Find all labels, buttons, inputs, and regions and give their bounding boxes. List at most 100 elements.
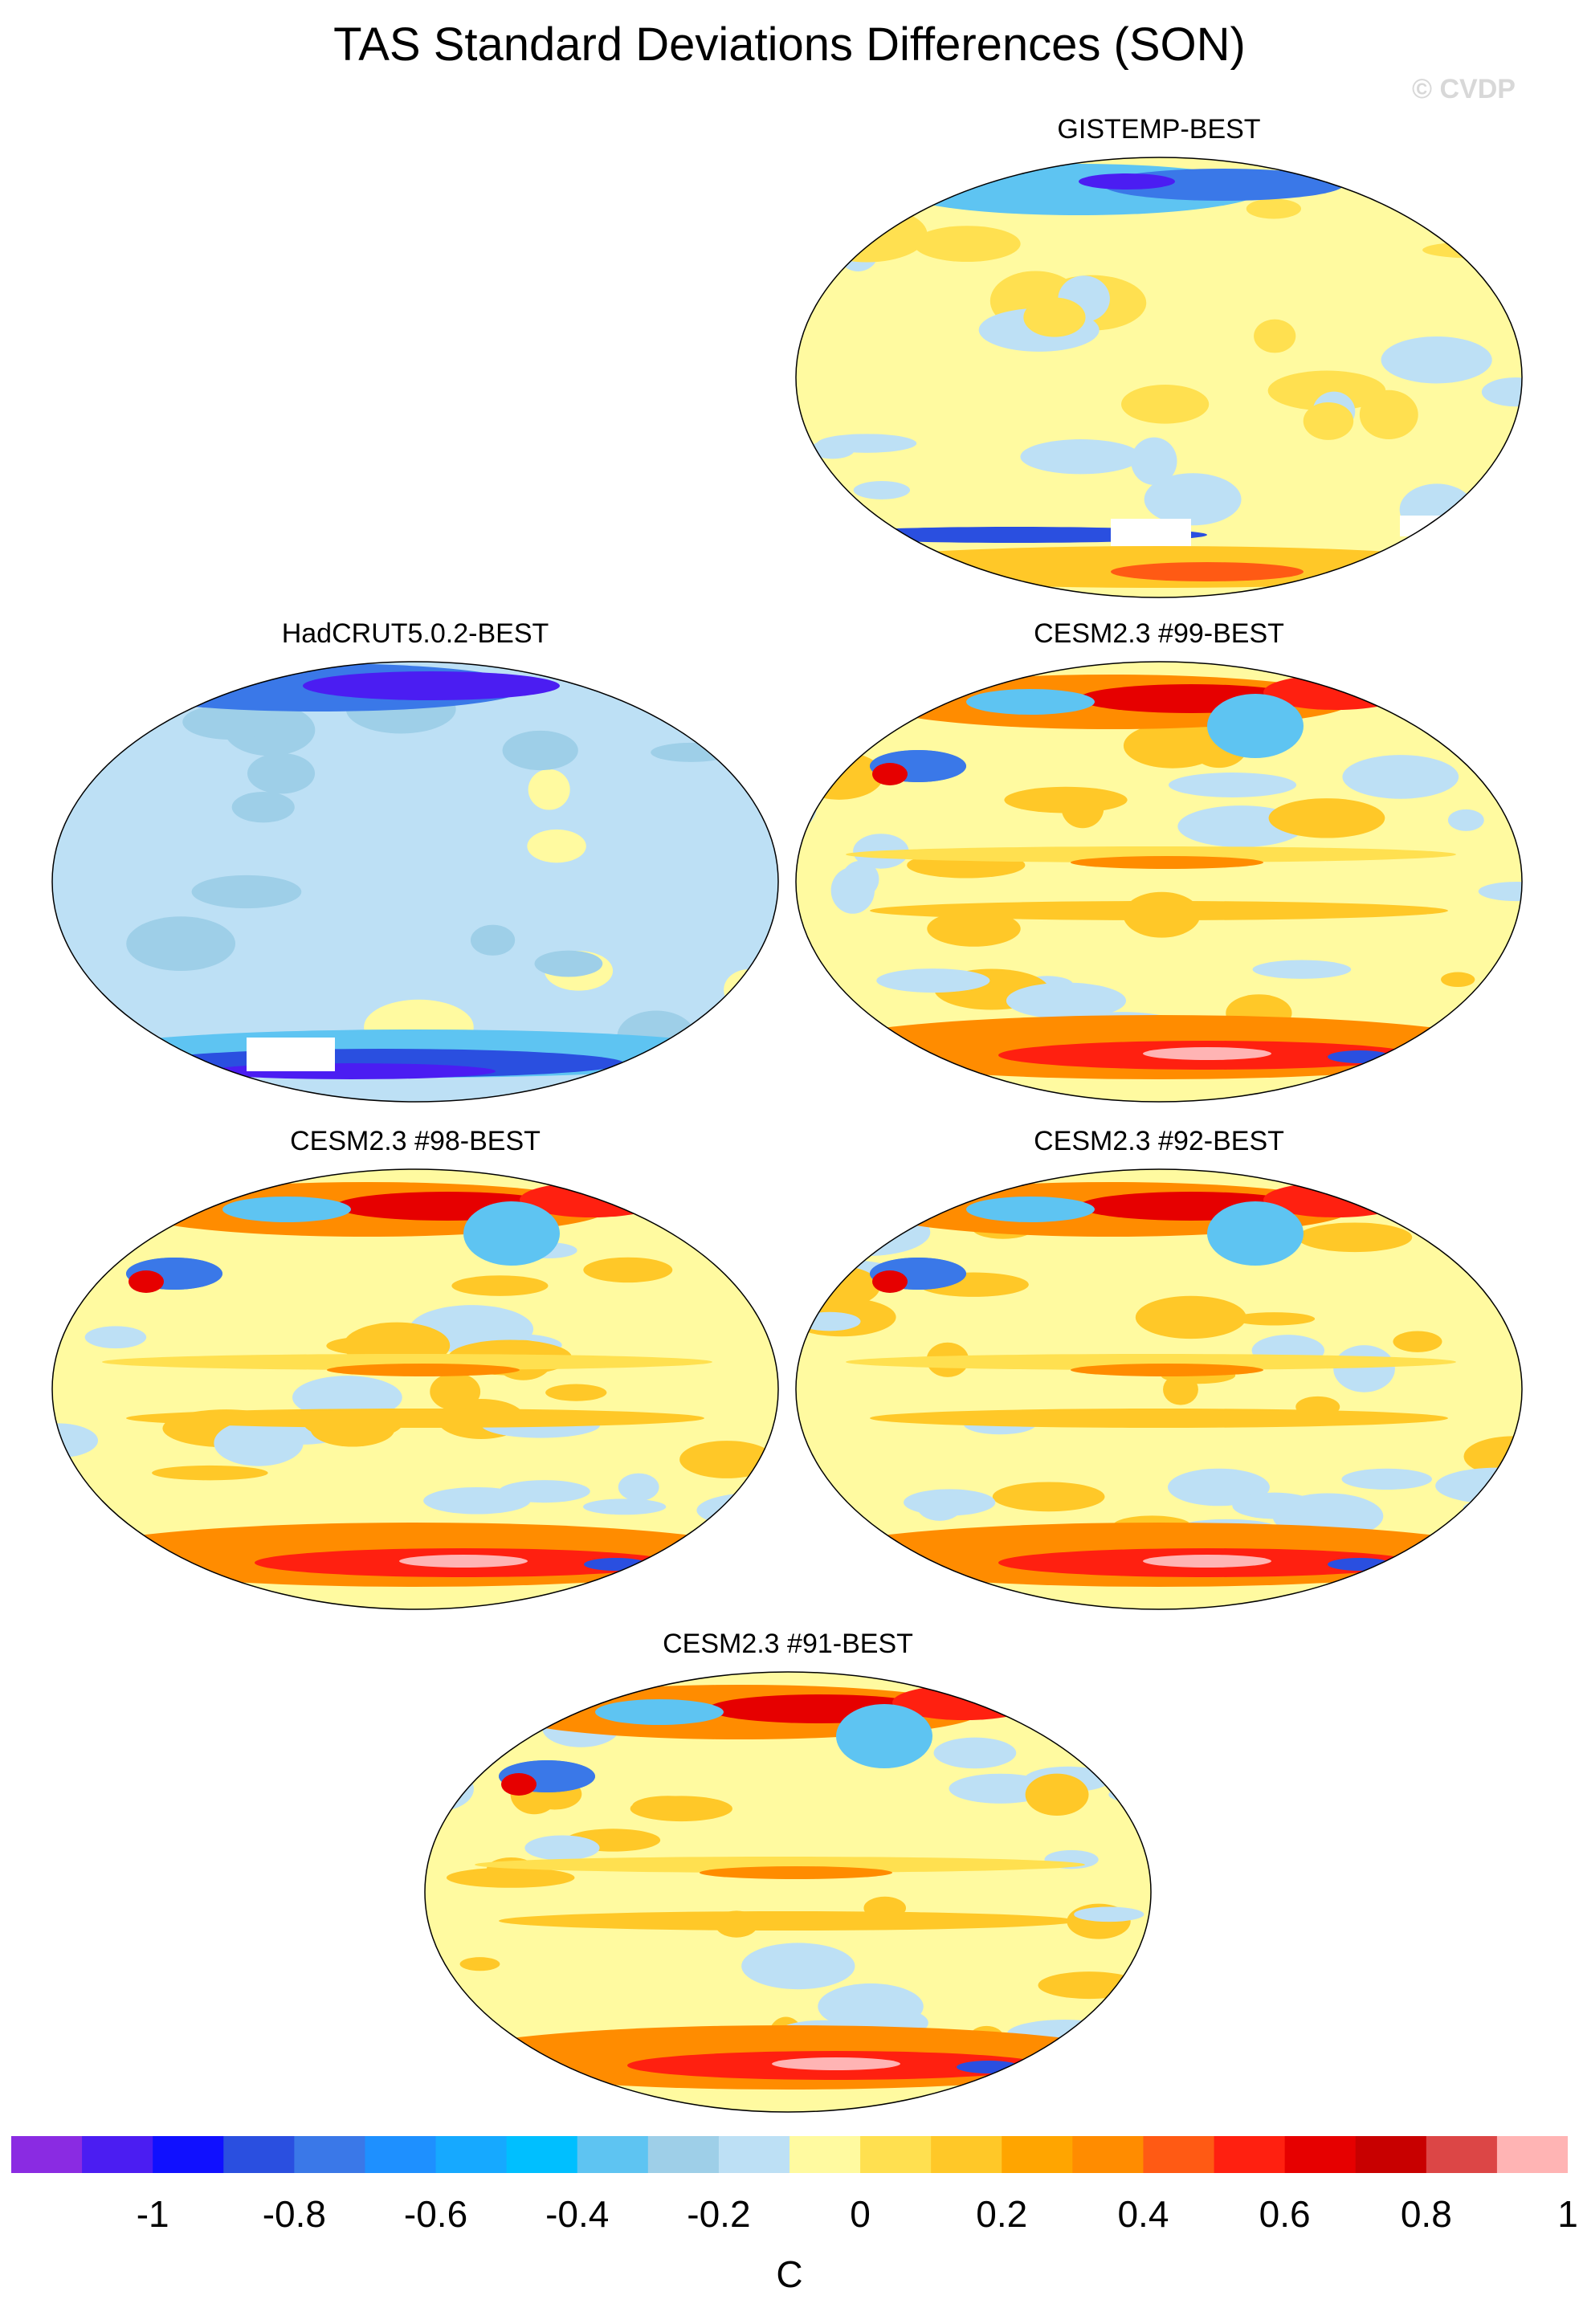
anomaly-region	[583, 1498, 667, 1515]
anomaly-region	[796, 752, 883, 800]
anomaly-region	[502, 730, 578, 771]
map-field	[796, 1169, 1522, 1609]
anomaly-region	[1268, 798, 1385, 838]
anomaly-region	[1297, 1222, 1413, 1253]
anomaly-region	[1393, 1331, 1442, 1352]
anomaly-region	[741, 1943, 855, 1990]
anomaly-region	[303, 671, 560, 700]
colorbar-swatch	[365, 2136, 437, 2173]
anomaly-region	[583, 1257, 673, 1283]
map-border	[795, 1168, 1523, 1610]
anomaly-region	[528, 769, 570, 810]
colorbar-swatch	[11, 2136, 83, 2173]
anomaly-region	[1303, 402, 1354, 440]
map-field	[52, 1169, 778, 1609]
anomaly-region	[830, 866, 875, 914]
colorbar-swatch	[1214, 2136, 1286, 2173]
anomaly-region	[534, 950, 603, 977]
anomaly-region	[1267, 370, 1386, 411]
colorbar-swatch	[223, 2136, 295, 2173]
anomaly-region	[1143, 1555, 1271, 1568]
anomaly-region	[459, 1957, 500, 1971]
anomaly-region	[231, 791, 295, 823]
anomaly-region	[545, 1384, 607, 1401]
panel-label: CESM2.3 #92-BEST	[1034, 1126, 1284, 1156]
anomaly-region	[618, 1473, 659, 1502]
colorbar-swatch	[577, 2136, 649, 2173]
colorbar-tick-label: -0.4	[545, 2193, 610, 2235]
anomaly-region	[1006, 982, 1127, 1019]
anomaly-region	[470, 924, 516, 956]
anomaly-region	[1121, 385, 1210, 424]
anomaly-region	[1111, 562, 1304, 581]
colorbar-tick-label: -0.8	[262, 2193, 326, 2235]
colorbar-swatch	[1426, 2136, 1498, 2173]
colorbar-swatch	[1072, 2136, 1144, 2173]
colorbar-swatch	[1355, 2136, 1427, 2173]
anomaly-region	[1359, 389, 1418, 439]
anomaly-region	[966, 689, 1095, 715]
anomaly-region	[957, 2061, 1021, 2073]
anomaly-region	[772, 2057, 900, 2070]
anomaly-region	[1465, 744, 1511, 760]
anomaly-region	[129, 1270, 164, 1293]
anomaly-region	[1207, 694, 1304, 758]
anomaly-region	[1328, 1050, 1392, 1063]
map-cesm98	[51, 1168, 779, 1610]
anomaly-region	[1233, 1312, 1316, 1326]
map-border	[51, 661, 779, 1103]
colorbar-unit: C	[776, 2253, 803, 2295]
anomaly-region	[876, 968, 990, 993]
anomaly-region	[1333, 1345, 1395, 1392]
panel-label: CESM2.3 #91-BEST	[663, 1629, 913, 1659]
panel-label: HadCRUT5.0.2-BEST	[281, 618, 549, 649]
colorbar-swatch	[1284, 2136, 1357, 2173]
anomaly-region	[425, 1759, 450, 1791]
anomaly-region	[423, 1486, 531, 1515]
anomaly-region	[810, 439, 855, 459]
anomaly-region	[1143, 1047, 1271, 1060]
anomaly-region	[182, 704, 277, 740]
anomaly-region	[796, 982, 822, 1016]
map-field	[52, 662, 778, 1102]
anomaly-region	[1025, 1773, 1089, 1816]
anomaly-region	[679, 1441, 774, 1478]
colorbar-swatch	[435, 2136, 508, 2173]
anomaly-region	[1232, 1492, 1317, 1519]
anomaly-region	[475, 1857, 1085, 1873]
anomaly-region	[1023, 297, 1086, 337]
colorbar-swatch	[294, 2136, 365, 2173]
colorbar-tick-label: -0.6	[403, 2193, 468, 2235]
anomaly-region	[1135, 1295, 1246, 1339]
map-field	[796, 157, 1522, 597]
anomaly-region	[1207, 1201, 1304, 1266]
colorbar-swatch	[860, 2136, 932, 2173]
anomaly-region	[904, 1489, 996, 1516]
map-border	[51, 1168, 779, 1610]
colorbar-swatch	[718, 2136, 790, 2173]
anomaly-region	[451, 1275, 549, 1296]
anomaly-region	[126, 916, 236, 972]
map-field	[425, 1672, 1151, 2112]
anomaly-region	[870, 1409, 1448, 1428]
anomaly-region	[1168, 773, 1297, 797]
figure-title: TAS Standard Deviations Differences (SON…	[333, 18, 1246, 71]
anomaly-region	[730, 1227, 778, 1250]
anomaly-region	[501, 1773, 537, 1796]
anomaly-region	[327, 1364, 520, 1376]
colorbar-tick-label: 0.2	[976, 2193, 1028, 2235]
anomaly-region	[1163, 1373, 1198, 1405]
anomaly-region	[1144, 473, 1242, 526]
anomaly-region	[846, 1354, 1456, 1370]
anomaly-region	[84, 1326, 147, 1349]
anomaly-region	[1254, 319, 1296, 353]
colorbar-swatch	[1143, 2136, 1215, 2173]
anomaly-region	[524, 1835, 600, 1861]
panel-label: CESM2.3 #99-BEST	[1034, 618, 1284, 649]
anomaly-region	[1252, 960, 1352, 979]
anomaly-region	[966, 1197, 1095, 1222]
colorbar-swatch	[931, 2136, 1002, 2173]
colorbar-tick-label: 0.4	[1117, 2193, 1169, 2235]
anomaly-region	[872, 763, 908, 785]
anomaly-region	[651, 742, 732, 762]
